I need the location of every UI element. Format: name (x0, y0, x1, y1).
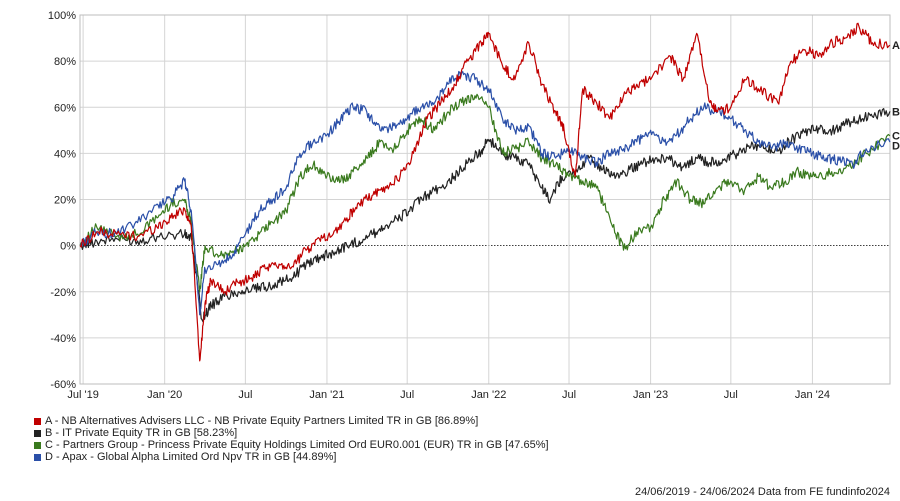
legend-swatch (34, 453, 41, 461)
series-line-d (79, 70, 891, 316)
x-tick-label: Jul (238, 389, 252, 401)
x-tick-label: Jan '21 (309, 389, 344, 401)
y-tick-label: -40% (50, 333, 76, 345)
plot-frame (79, 14, 891, 385)
series-line-a (79, 22, 891, 362)
x-tick-label: Jan '23 (633, 389, 668, 401)
series-end-label-a: A (892, 40, 900, 52)
y-tick-label: -60% (50, 379, 76, 391)
x-tick-label: Jan '22 (471, 389, 506, 401)
series-line-c (79, 93, 891, 293)
y-tick-label: 20% (54, 195, 76, 207)
date-range-footer: 24/06/2019 - 24/06/2024 Data from FE fun… (634, 486, 890, 498)
legend: A - NB Alternatives Advisers LLC - NB Pr… (34, 415, 549, 463)
series-layer (79, 22, 891, 362)
y-tick-label: -20% (50, 287, 76, 299)
legend-label: A - NB Alternatives Advisers LLC - NB Pr… (45, 415, 479, 427)
x-tick-label: Jul (562, 389, 576, 401)
legend-swatch (34, 417, 41, 425)
series-line-b (79, 108, 891, 323)
legend-swatch (34, 429, 41, 437)
y-tick-label: 0% (60, 241, 76, 253)
legend-label: D - Apax - Global Alpha Limited Ord Npv … (45, 451, 337, 463)
series-end-label-d: D (892, 141, 900, 153)
x-tick-label: Jan '24 (795, 389, 830, 401)
grid-layer (80, 14, 890, 385)
legend-label: B - IT Private Equity TR in GB [58.23%] (45, 427, 238, 439)
y-tick-label: 40% (54, 148, 76, 160)
legend-label: C - Partners Group - Princess Private Eq… (45, 439, 549, 451)
series-end-label-c: C (892, 131, 900, 143)
legend-item-d: D - Apax - Global Alpha Limited Ord Npv … (34, 451, 549, 463)
y-tick-label: 100% (48, 10, 76, 22)
x-tick-label: Jul (724, 389, 738, 401)
y-tick-label: 80% (54, 56, 76, 68)
axis-layer: -60% -40% -20% 0% 20% 40% 60% 80% 100% Jul '19 Jan… (48, 10, 891, 401)
x-tick-label: Jan '20 (147, 389, 182, 401)
legend-item-b: B - IT Private Equity TR in GB [58.23%] (34, 427, 549, 439)
series-end-label-b: B (892, 106, 900, 118)
legend-item-c: C - Partners Group - Princess Private Eq… (34, 439, 549, 451)
legend-item-a: A - NB Alternatives Advisers LLC - NB Pr… (34, 415, 549, 427)
y-tick-label: 60% (54, 102, 76, 114)
legend-swatch (34, 441, 41, 449)
x-tick-label: Jul (400, 389, 414, 401)
end-label-layer: A B CD (892, 40, 900, 152)
x-tick-label: Jul '19 (67, 389, 98, 401)
